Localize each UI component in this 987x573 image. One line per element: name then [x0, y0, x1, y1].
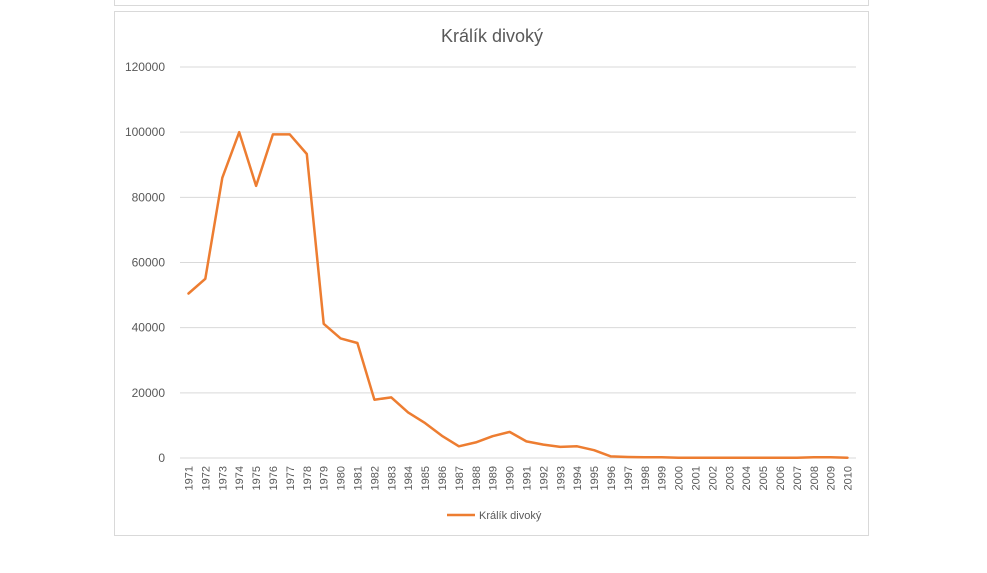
- x-tick-label: 1988: [471, 466, 483, 490]
- x-tick-label: 2010: [843, 466, 855, 490]
- x-tick-label: 1995: [589, 466, 601, 490]
- x-tick-label: 1971: [183, 466, 195, 490]
- x-tick-label: 2008: [809, 466, 821, 490]
- x-tick-label: 1992: [538, 466, 550, 490]
- y-tick-label: 40000: [132, 321, 166, 335]
- gridlines: [180, 66, 856, 459]
- series-group: [187, 130, 849, 460]
- y-tick-label: 120000: [125, 60, 165, 74]
- x-tick-label: 1977: [285, 466, 297, 490]
- x-tick-label: 1996: [606, 466, 618, 490]
- x-tick-label: 2006: [775, 466, 787, 490]
- x-tick-label: 1982: [369, 466, 381, 490]
- x-tick-label: 2002: [707, 466, 719, 490]
- previous-chart-frame-edge: [114, 0, 869, 6]
- legend-label: Králík divoký: [479, 510, 542, 522]
- legend[interactable]: Králík divoký: [447, 510, 542, 522]
- x-tick-label: 1983: [386, 466, 398, 490]
- x-tick-label: 1985: [420, 466, 432, 490]
- y-tick-label: 100000: [125, 125, 165, 139]
- x-tick-label: 2001: [690, 466, 702, 490]
- x-axis-ticks: 1971 1972 1973 1974 1975 1976 1977 1978 1979 1980…: [183, 466, 854, 490]
- x-tick-label: 1973: [217, 466, 229, 490]
- x-tick-label: 1984: [403, 466, 415, 490]
- x-tick-label: 1972: [200, 466, 212, 490]
- x-tick-label: 1997: [623, 466, 635, 490]
- y-tick-label: 80000: [132, 190, 166, 204]
- x-tick-label: 1979: [319, 466, 331, 490]
- x-tick-label: 2004: [741, 466, 753, 490]
- x-tick-label: 1981: [352, 466, 364, 490]
- y-axis-ticks: 0 20000 40000 60000 80000 100000 120000: [125, 60, 165, 465]
- x-tick-label: 1998: [640, 466, 652, 490]
- x-tick-label: 1987: [454, 466, 466, 490]
- x-tick-label: 1980: [336, 466, 348, 490]
- x-tick-label: 1991: [521, 466, 533, 490]
- x-tick-label: 2000: [674, 466, 686, 490]
- series-line[interactable]: [187, 130, 849, 460]
- x-tick-label: 2007: [792, 466, 804, 490]
- x-tick-label: 1986: [437, 466, 449, 490]
- y-tick-label: 0: [158, 451, 165, 465]
- x-tick-label: 1975: [251, 466, 263, 490]
- y-tick-label: 20000: [132, 386, 166, 400]
- x-tick-label: 1989: [488, 466, 500, 490]
- line-chart: Králík divoký 0 20000 40000 60000 80000 10000…: [125, 26, 856, 522]
- x-tick-label: 2003: [724, 466, 736, 490]
- x-tick-label: 1993: [555, 466, 567, 490]
- chart-area: Králík divoký 0 20000 40000 60000 80000 10000…: [114, 11, 869, 536]
- x-tick-label: 1999: [657, 466, 669, 490]
- x-tick-label: 2005: [758, 466, 770, 490]
- x-tick-label: 1994: [572, 466, 584, 490]
- x-tick-label: 1974: [234, 466, 246, 490]
- x-tick-label: 1978: [302, 466, 314, 490]
- x-tick-label: 1990: [505, 466, 517, 490]
- x-tick-label: 1976: [268, 466, 280, 490]
- y-tick-label: 60000: [132, 256, 166, 270]
- x-tick-label: 2009: [826, 466, 838, 490]
- chart-title: Králík divoký: [441, 26, 543, 46]
